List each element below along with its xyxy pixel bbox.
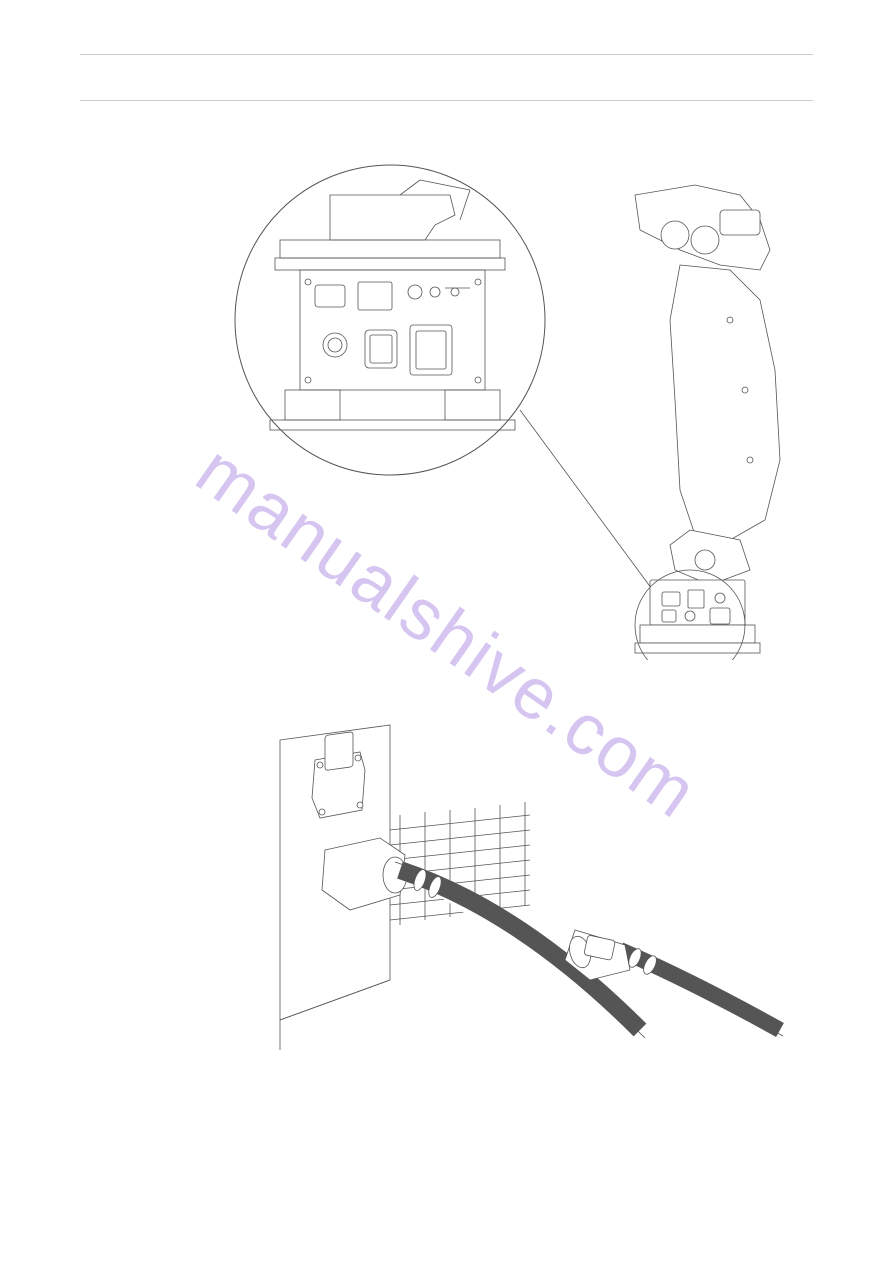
cable-panel-group	[280, 725, 783, 1050]
figure-robot-callout	[80, 140, 813, 660]
leader-line	[520, 410, 660, 600]
robot-illustration-svg	[80, 140, 813, 660]
callout-circle	[235, 165, 545, 475]
cable-illustration-svg	[80, 720, 813, 1100]
page-header	[80, 50, 813, 55]
robot-arm	[635, 185, 780, 653]
figure-cable-connector	[80, 720, 813, 1100]
section-divider	[80, 100, 813, 101]
